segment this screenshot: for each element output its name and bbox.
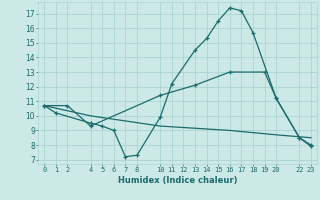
X-axis label: Humidex (Indice chaleur): Humidex (Indice chaleur) bbox=[118, 176, 237, 185]
